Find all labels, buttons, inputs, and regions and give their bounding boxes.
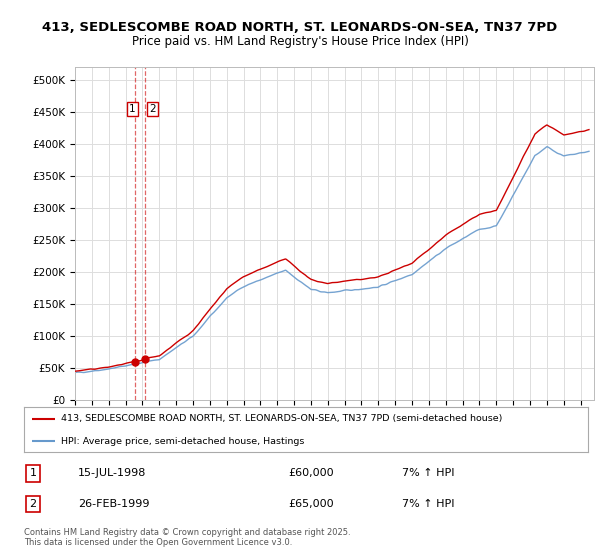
Text: Contains HM Land Registry data © Crown copyright and database right 2025.
This d: Contains HM Land Registry data © Crown c…: [24, 528, 350, 547]
Text: £65,000: £65,000: [288, 499, 334, 509]
Text: 2: 2: [29, 499, 37, 509]
Text: 2: 2: [149, 104, 156, 114]
Text: 1: 1: [29, 468, 37, 478]
Text: 7% ↑ HPI: 7% ↑ HPI: [402, 468, 455, 478]
Text: 413, SEDLESCOMBE ROAD NORTH, ST. LEONARDS-ON-SEA, TN37 7PD: 413, SEDLESCOMBE ROAD NORTH, ST. LEONARD…: [43, 21, 557, 34]
Text: 7% ↑ HPI: 7% ↑ HPI: [402, 499, 455, 509]
Text: HPI: Average price, semi-detached house, Hastings: HPI: Average price, semi-detached house,…: [61, 436, 304, 446]
Text: 1: 1: [129, 104, 136, 114]
Text: Price paid vs. HM Land Registry's House Price Index (HPI): Price paid vs. HM Land Registry's House …: [131, 35, 469, 48]
Text: £60,000: £60,000: [288, 468, 334, 478]
Text: 413, SEDLESCOMBE ROAD NORTH, ST. LEONARDS-ON-SEA, TN37 7PD (semi-detached house): 413, SEDLESCOMBE ROAD NORTH, ST. LEONARD…: [61, 414, 502, 423]
Text: 26-FEB-1999: 26-FEB-1999: [78, 499, 149, 509]
Text: 15-JUL-1998: 15-JUL-1998: [78, 468, 146, 478]
